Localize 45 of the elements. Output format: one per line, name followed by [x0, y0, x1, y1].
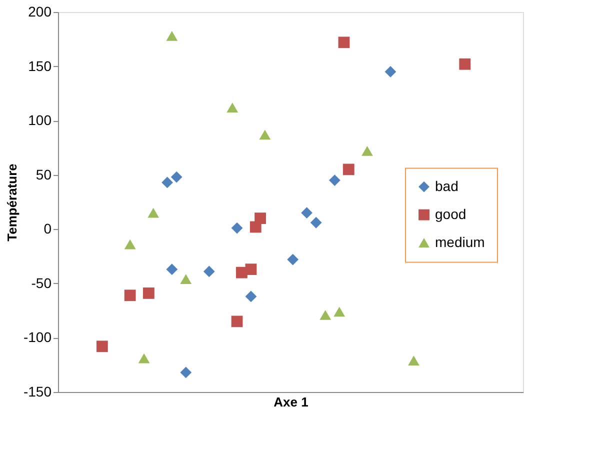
y-tick-label: -100 [23, 329, 52, 346]
point [180, 274, 192, 284]
point [170, 171, 182, 183]
y-axis-title: Température [4, 164, 20, 242]
y-tick-label: 50 [36, 166, 52, 182]
point [166, 264, 178, 276]
point [226, 102, 238, 112]
point [148, 208, 160, 218]
point [459, 58, 471, 70]
point [301, 207, 312, 219]
point [259, 130, 271, 140]
point [287, 254, 299, 266]
point [338, 36, 350, 48]
point [328, 174, 340, 186]
y-tick-label: 100 [28, 112, 52, 128]
point [96, 340, 108, 352]
point [254, 212, 266, 224]
y-tick-label: 200 [28, 4, 52, 20]
point [138, 353, 150, 364]
y-tick-label: -150 [23, 384, 52, 400]
point [362, 146, 373, 156]
point [408, 356, 420, 366]
point [310, 216, 322, 228]
legend-label: bad [435, 178, 458, 194]
point [124, 290, 136, 302]
point [142, 288, 154, 299]
point [166, 30, 178, 41]
point [180, 366, 192, 378]
point [384, 66, 396, 78]
y-tick-label: -50 [31, 274, 52, 291]
point [231, 222, 243, 234]
point [162, 176, 173, 188]
point [203, 266, 215, 278]
x-axis-title: Axe 1 [274, 394, 308, 410]
legend-label: good [435, 206, 466, 222]
point [124, 239, 136, 250]
y-tick-label: 150 [28, 58, 52, 74]
point [231, 316, 243, 328]
point [245, 264, 257, 276]
point [245, 290, 257, 302]
point [342, 164, 354, 176]
point [320, 310, 332, 320]
y-tick-label: 0 [44, 220, 52, 237]
point [334, 306, 346, 317]
legend-label: medium [435, 234, 485, 250]
